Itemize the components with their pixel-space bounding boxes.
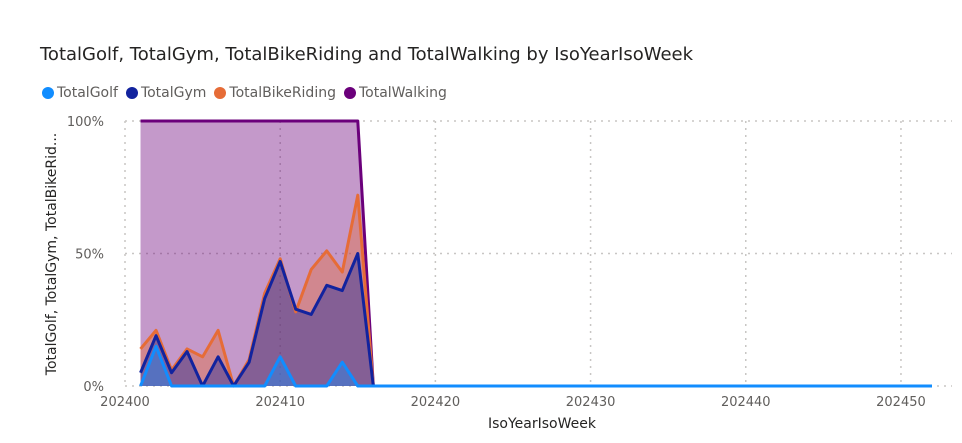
line-bikeriding [139,193,932,388]
x-tick-label: 202420 [411,395,461,410]
legend-label-golf: TotalGolf [57,85,118,101]
x-axis-title: IsoYearIsoWeek [488,416,597,432]
x-tick-label: 202450 [876,395,926,410]
line-golf [139,344,932,388]
line-walking [140,119,932,388]
legend-dot-walking [343,87,356,99]
legend: TotalGolf TotalGym TotalBikeRiding Total… [42,85,447,101]
chart-title: TotalGolf, TotalGym, TotalBikeRiding and… [40,44,694,65]
y-tick-label: 0% [83,380,104,395]
x-tick-label: 202400 [100,395,150,410]
legend-label-gym: TotalGym [140,85,207,101]
legend-dot-bikeriding [214,87,227,99]
line-gym [139,252,932,388]
y-tick-label: 100% [67,115,104,130]
area-golf [140,346,932,386]
y-axis-title: TotalGolf, TotalGym, TotalBikeRid... [44,133,60,376]
series-lines [139,119,932,388]
x-tick-label: 202430 [566,395,616,410]
legend-dot-golf [42,87,54,99]
legend-dot-gym [125,87,138,99]
legend-item-gym[interactable]: TotalGym [125,85,207,101]
x-axis-ticks: 202400 202410 202420 202430 202440 202450 [100,395,926,410]
legend-item-walking[interactable]: TotalWalking [343,85,447,101]
series-areas [140,121,932,386]
y-axis-ticks: 0% 50% 100% [67,115,104,395]
legend-item-golf[interactable]: TotalGolf [42,85,118,101]
area-bikeriding [140,195,932,386]
area-gym [140,253,932,386]
legend-label-bikeriding: TotalBikeRiding [229,85,336,101]
legend-label-walking: TotalWalking [358,85,447,101]
area-walking [140,121,932,386]
legend-item-bikeriding[interactable]: TotalBikeRiding [214,85,336,101]
x-tick-label: 202440 [721,395,771,410]
x-tick-label: 202410 [255,395,305,410]
y-tick-label: 50% [75,248,104,263]
